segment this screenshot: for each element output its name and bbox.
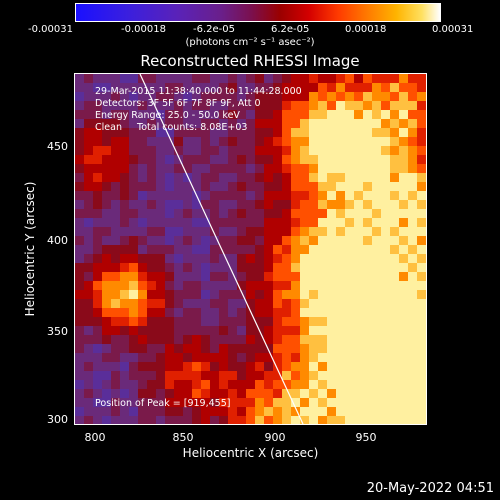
colorbar-tick: 0.00018 bbox=[345, 24, 387, 35]
x-tick-label: 950 bbox=[355, 431, 377, 444]
x-tick-label: 800 bbox=[84, 431, 106, 444]
x-axis-label: Heliocentric X (arcsec) bbox=[182, 446, 319, 460]
colorbar-tick: -0.00031 bbox=[28, 24, 73, 35]
algorithm-counts-text: Clean Total counts: 8.08E+03 bbox=[95, 122, 248, 133]
detectors-text: Detectors: 3F 5F 6F 7F 8F 9F, Att 0 bbox=[95, 98, 261, 109]
colorbar-units: (photons cm⁻² s⁻¹ asec⁻²) bbox=[185, 37, 315, 48]
colorbar-gradient bbox=[76, 4, 440, 21]
colorbar-tick: 6.2e-05 bbox=[271, 24, 310, 35]
y-tick-label: 350 bbox=[47, 325, 68, 338]
colorbar-tick: -0.00018 bbox=[121, 24, 166, 35]
plot-title: Reconstructed RHESSI Image bbox=[140, 52, 360, 70]
time-range-text: 29-Mar-2015 11:38:40.000 to 11:44:28.000 bbox=[95, 86, 302, 97]
y-tick-label: 400 bbox=[47, 234, 68, 247]
plot-timestamp: 20-May-2022 04:51 bbox=[366, 481, 494, 496]
energy-range-text: Energy Range: 25.0 - 50.0 keV bbox=[95, 110, 240, 121]
rhessi-image bbox=[74, 73, 427, 425]
y-axis-label: Heliocentric Y (arcsec) bbox=[23, 181, 37, 317]
y-tick-label: 300 bbox=[47, 413, 68, 426]
peak-position-text: Position of Peak = [919,455] bbox=[95, 398, 231, 409]
x-tick-label: 900 bbox=[264, 431, 286, 444]
image-canvas bbox=[75, 74, 426, 424]
y-tick-label: 450 bbox=[47, 140, 68, 153]
x-tick-label: 850 bbox=[172, 431, 194, 444]
colorbar bbox=[75, 3, 441, 22]
solar-limb-line bbox=[139, 74, 304, 424]
colorbar-tick: 0.00031 bbox=[432, 24, 474, 35]
colorbar-tick: -6.2e-05 bbox=[193, 24, 235, 35]
